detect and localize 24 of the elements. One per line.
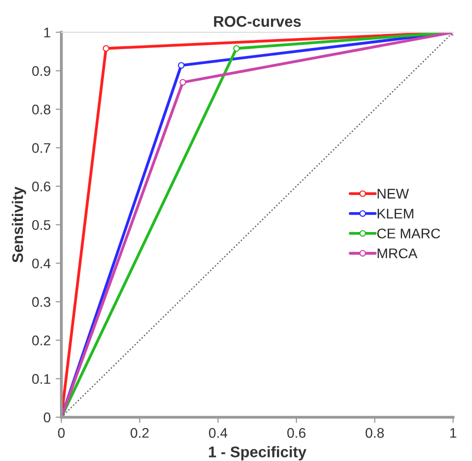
y-tick-label: 1 <box>44 28 50 38</box>
y-tick-label: 0.4 <box>32 258 51 268</box>
x-tick-label: 0.8 <box>366 428 384 438</box>
legend-label: KLEM <box>378 208 414 218</box>
y-tick-label: 0.8 <box>32 104 50 114</box>
x-tick-label: 1 <box>450 428 456 438</box>
y-tick-label: 0.5 <box>32 220 50 230</box>
y-tick-label: 0 <box>44 412 50 422</box>
y-tick-label: 0.6 <box>32 182 50 192</box>
x-axis-title: 1 - Specificity <box>208 446 306 460</box>
y-tick-label: 0.2 <box>32 336 50 346</box>
legend-label: CE MARC <box>377 228 440 238</box>
x-tick-label: 0.6 <box>287 428 306 438</box>
y-tick-label: 0.1 <box>32 374 50 384</box>
legend-label: MRCA <box>378 248 418 258</box>
y-tick-label: 0.3 <box>32 297 50 307</box>
y-tick-label: 0.7 <box>32 143 50 153</box>
legend-label: NEW <box>378 188 409 198</box>
x-tick-label: 0.4 <box>208 428 228 438</box>
chart-title: ROC-curves <box>214 16 301 27</box>
y-axis-title: Sensitivity <box>12 186 26 263</box>
x-tick-label: 0 <box>58 428 65 438</box>
y-tick-label: 0.9 <box>32 66 50 76</box>
x-tick-label: 0.2 <box>130 428 149 438</box>
